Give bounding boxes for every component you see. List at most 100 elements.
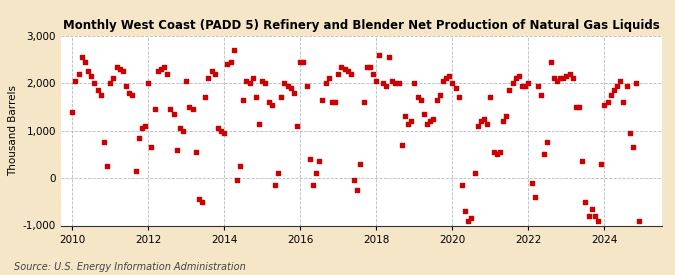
Point — [140, 124, 151, 128]
Point — [288, 90, 299, 95]
Point — [555, 76, 566, 81]
Point — [153, 69, 163, 73]
Point — [523, 81, 534, 85]
Point — [200, 95, 211, 100]
Point — [469, 171, 480, 175]
Point — [596, 162, 607, 166]
Point — [279, 81, 290, 85]
Point — [618, 100, 629, 104]
Point — [146, 145, 157, 149]
Point — [219, 131, 230, 135]
Point — [86, 74, 97, 78]
Point — [589, 214, 600, 218]
Point — [425, 119, 435, 123]
Point — [456, 183, 467, 187]
Point — [155, 67, 166, 71]
Point — [171, 147, 182, 152]
Point — [76, 55, 87, 59]
Point — [304, 157, 315, 161]
Point — [308, 183, 319, 187]
Point — [121, 83, 132, 88]
Point — [542, 140, 553, 145]
Point — [216, 128, 227, 133]
Point — [295, 60, 306, 64]
Point — [574, 105, 585, 109]
Point — [114, 67, 125, 71]
Point — [475, 119, 486, 123]
Point — [82, 69, 93, 73]
Point — [206, 69, 217, 73]
Point — [615, 79, 626, 83]
Point — [310, 171, 321, 175]
Point — [190, 150, 201, 154]
Point — [250, 95, 261, 100]
Point — [539, 152, 549, 156]
Point — [390, 81, 401, 85]
Point — [634, 219, 645, 223]
Point — [587, 207, 597, 211]
Point — [564, 72, 575, 76]
Point — [504, 88, 515, 92]
Point — [381, 83, 392, 88]
Point — [196, 200, 207, 204]
Point — [400, 114, 410, 119]
Point — [514, 74, 524, 78]
Point — [203, 76, 214, 81]
Point — [383, 55, 394, 59]
Point — [209, 72, 220, 76]
Point — [568, 76, 578, 81]
Point — [225, 60, 236, 64]
Point — [99, 140, 109, 145]
Point — [628, 145, 639, 149]
Point — [273, 171, 284, 175]
Point — [409, 81, 420, 85]
Point — [583, 214, 594, 218]
Point — [479, 117, 489, 121]
Point — [181, 79, 192, 83]
Point — [282, 83, 293, 88]
Point — [374, 53, 385, 57]
Point — [276, 95, 287, 100]
Point — [570, 105, 581, 109]
Point — [533, 83, 543, 88]
Point — [340, 67, 350, 71]
Point — [418, 112, 429, 116]
Point — [263, 100, 274, 104]
Point — [454, 95, 464, 100]
Point — [298, 60, 309, 64]
Point — [355, 162, 366, 166]
Point — [529, 195, 540, 199]
Point — [396, 143, 407, 147]
Point — [526, 181, 537, 185]
Point — [162, 72, 173, 76]
Point — [222, 62, 233, 66]
Point — [463, 219, 474, 223]
Point — [472, 124, 483, 128]
Point — [580, 200, 591, 204]
Point — [267, 102, 277, 107]
Point — [165, 107, 176, 111]
Point — [501, 114, 512, 119]
Point — [444, 74, 455, 78]
Point — [342, 69, 353, 73]
Point — [593, 219, 603, 223]
Point — [450, 86, 461, 90]
Point — [368, 72, 379, 76]
Point — [612, 83, 622, 88]
Point — [314, 159, 325, 164]
Point — [174, 126, 185, 130]
Point — [630, 81, 641, 85]
Point — [92, 88, 103, 92]
Point — [105, 81, 115, 85]
Point — [178, 128, 188, 133]
Point — [111, 64, 122, 69]
Point — [428, 117, 439, 121]
Point — [488, 150, 499, 154]
Point — [301, 83, 312, 88]
Point — [89, 81, 100, 85]
Point — [602, 100, 613, 104]
Point — [127, 93, 138, 97]
Point — [228, 48, 239, 52]
Point — [149, 107, 160, 111]
Point — [194, 197, 205, 202]
